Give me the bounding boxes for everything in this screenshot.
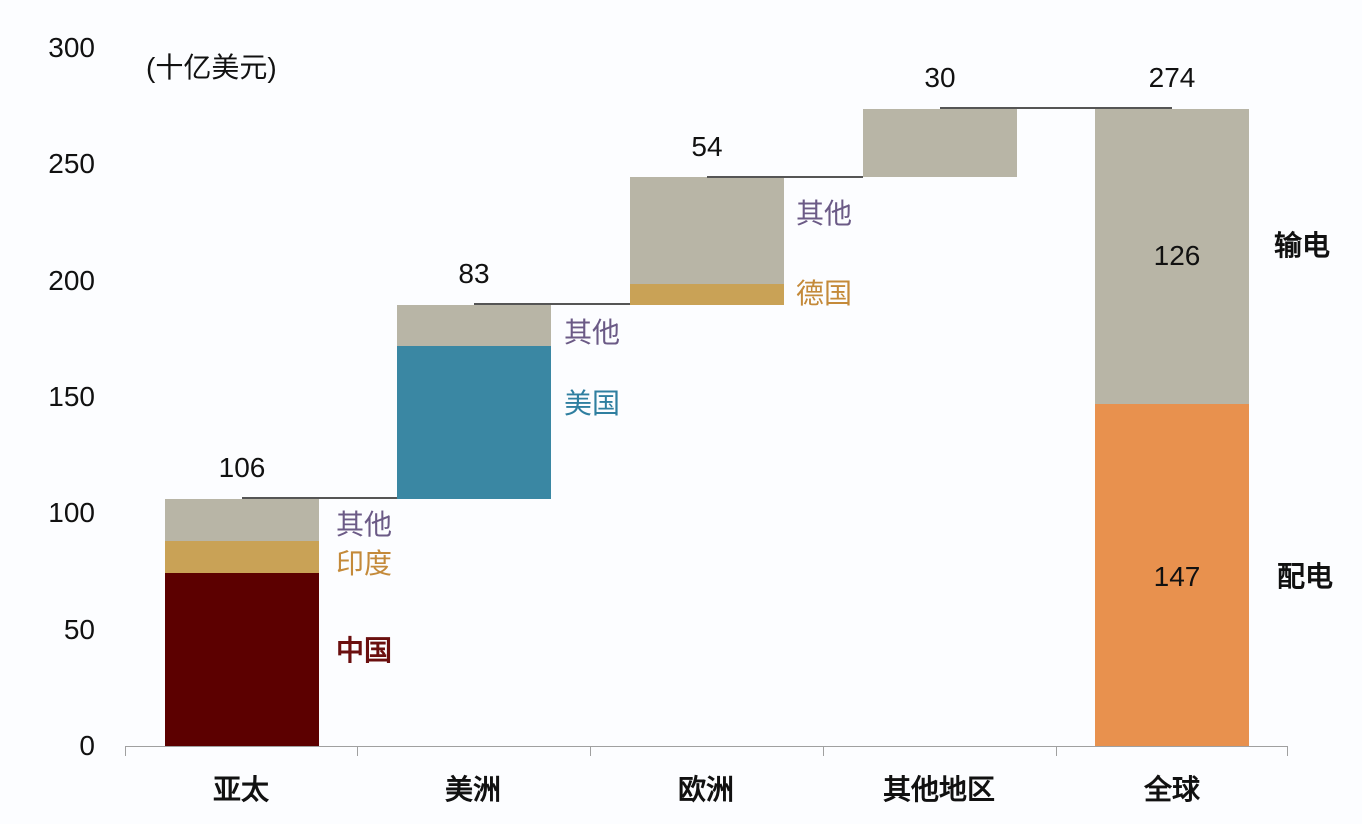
x-tick: [590, 746, 591, 756]
x-tick: [1287, 746, 1288, 756]
y-tick-300: 300: [48, 32, 95, 63]
connector-line: [707, 176, 863, 178]
unit-label: (十亿美元): [146, 52, 277, 83]
bar-americas-other: [397, 305, 551, 346]
connector-line: [940, 107, 1172, 109]
y-tick-100: 100: [48, 497, 95, 528]
y-tick-250: 250: [48, 148, 95, 179]
label-europe-other: 其他: [796, 198, 853, 229]
x-tick: [1056, 746, 1057, 756]
label-europe-germany: 德国: [796, 278, 853, 309]
bar-other-regions: [863, 109, 1017, 177]
x-axis-line: [125, 746, 1288, 747]
x-tick: [357, 746, 358, 756]
total-other-regions: 30: [924, 62, 956, 93]
x-label-other-regions: 其他地区: [882, 774, 995, 805]
bar-global-distribution: [1095, 404, 1249, 746]
connector-line: [474, 303, 630, 305]
bar-europe-other: [630, 177, 784, 284]
x-label-americas: 美洲: [444, 774, 501, 805]
y-tick-50: 50: [63, 614, 95, 645]
label-americas-usa: 美国: [564, 388, 621, 419]
connector-line: [242, 497, 397, 499]
total-apac: 106: [218, 452, 266, 483]
x-label-global: 全球: [1143, 774, 1200, 805]
total-europe: 54: [691, 131, 723, 162]
value-global-transmission: 126: [1153, 240, 1201, 271]
total-global: 274: [1148, 62, 1196, 93]
x-tick: [125, 746, 126, 756]
value-global-distribution: 147: [1153, 561, 1201, 592]
x-label-apac: 亚太: [212, 774, 269, 805]
bar-apac-india: [165, 541, 319, 573]
x-label-europe: 欧洲: [677, 774, 734, 805]
y-tick-150: 150: [48, 381, 95, 412]
label-transmission: 输电: [1274, 230, 1331, 261]
x-tick: [823, 746, 824, 756]
label-apac-other: 其他: [336, 509, 393, 540]
y-tick-0: 0: [79, 730, 95, 761]
bar-americas-usa: [397, 346, 551, 499]
y-tick-200: 200: [48, 265, 95, 296]
label-americas-other: 其他: [564, 317, 621, 348]
label-distribution: 配电: [1277, 561, 1334, 592]
label-apac-china: 中国: [336, 635, 393, 666]
bar-apac-china: [165, 573, 319, 746]
label-apac-india: 印度: [336, 548, 393, 579]
bar-global-transmission: [1095, 109, 1249, 404]
total-americas: 83: [458, 258, 490, 289]
bar-europe-germany: [630, 284, 784, 305]
bar-apac-other: [165, 499, 319, 541]
